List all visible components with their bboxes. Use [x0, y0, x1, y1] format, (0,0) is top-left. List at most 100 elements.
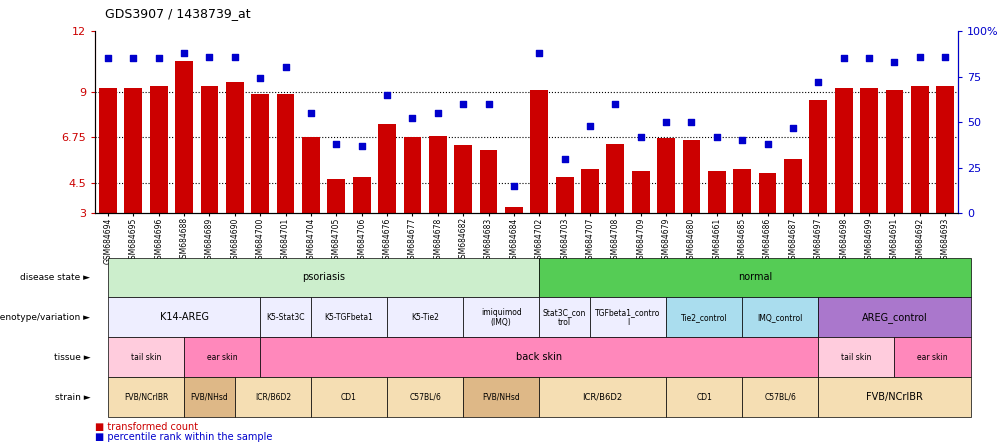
- Text: K5-Tie2: K5-Tie2: [411, 313, 439, 322]
- Bar: [175, 61, 192, 213]
- Text: tissue ►: tissue ►: [53, 353, 90, 362]
- Text: genotype/variation ►: genotype/variation ►: [0, 313, 90, 322]
- Bar: [758, 173, 776, 213]
- Text: Stat3C_con
trol: Stat3C_con trol: [542, 308, 586, 327]
- Point: [328, 140, 344, 147]
- Text: disease state ►: disease state ►: [20, 273, 90, 282]
- Bar: [555, 177, 573, 213]
- Bar: [302, 137, 320, 213]
- Bar: [327, 179, 345, 213]
- Text: CD1: CD1: [341, 393, 357, 402]
- Point: [682, 119, 698, 126]
- Bar: [403, 137, 421, 213]
- Text: ■ transformed count: ■ transformed count: [95, 422, 198, 432]
- Bar: [580, 169, 598, 213]
- Bar: [99, 88, 117, 213]
- Bar: [429, 136, 446, 213]
- Point: [303, 110, 319, 117]
- Bar: [682, 140, 699, 213]
- Bar: [200, 86, 218, 213]
- Bar: [707, 170, 725, 213]
- Bar: [505, 207, 522, 213]
- Text: normal: normal: [737, 273, 772, 282]
- Bar: [277, 94, 295, 213]
- Text: TGFbeta1_contro
l: TGFbeta1_contro l: [595, 308, 660, 327]
- Bar: [149, 86, 167, 213]
- Point: [632, 133, 648, 140]
- Point: [176, 49, 192, 56]
- Point: [785, 124, 801, 131]
- Text: ear skin: ear skin: [916, 353, 947, 362]
- Point: [429, 110, 445, 117]
- Point: [886, 59, 902, 66]
- Point: [581, 122, 597, 129]
- Text: imiquimod
(IMQ): imiquimod (IMQ): [480, 308, 521, 327]
- Point: [125, 55, 141, 62]
- Point: [480, 100, 496, 107]
- Text: tail skin: tail skin: [130, 353, 161, 362]
- Bar: [631, 170, 649, 213]
- Bar: [834, 88, 852, 213]
- Bar: [454, 145, 472, 213]
- Point: [607, 100, 623, 107]
- Text: AREG_control: AREG_control: [861, 312, 927, 323]
- Point: [835, 55, 851, 62]
- Text: strain ►: strain ►: [54, 393, 90, 402]
- Point: [733, 137, 749, 144]
- Text: psoriasis: psoriasis: [302, 273, 345, 282]
- Text: ICR/B6D2: ICR/B6D2: [582, 393, 622, 402]
- Point: [379, 91, 395, 99]
- Text: ICR/B6D2: ICR/B6D2: [255, 393, 291, 402]
- Text: back skin: back skin: [516, 353, 562, 362]
- Point: [708, 133, 724, 140]
- Point: [911, 53, 927, 60]
- Point: [100, 55, 116, 62]
- Text: tail skin: tail skin: [841, 353, 871, 362]
- Point: [252, 75, 268, 82]
- Bar: [479, 151, 497, 213]
- Text: FVB/NCrIBR: FVB/NCrIBR: [123, 393, 168, 402]
- Point: [860, 55, 876, 62]
- Bar: [656, 138, 674, 213]
- Point: [150, 55, 166, 62]
- Text: ear skin: ear skin: [206, 353, 237, 362]
- Bar: [606, 144, 623, 213]
- Bar: [936, 86, 953, 213]
- Text: ■ percentile rank within the sample: ■ percentile rank within the sample: [95, 432, 273, 442]
- Text: GDS3907 / 1438739_at: GDS3907 / 1438739_at: [105, 7, 250, 20]
- Text: K5-Stat3C: K5-Stat3C: [267, 313, 305, 322]
- Text: K14-AREG: K14-AREG: [159, 313, 208, 322]
- Text: CD1: CD1: [695, 393, 711, 402]
- Bar: [378, 124, 396, 213]
- Point: [505, 182, 521, 190]
- Bar: [860, 88, 877, 213]
- Point: [354, 142, 370, 149]
- Point: [657, 119, 673, 126]
- Point: [531, 49, 547, 56]
- Point: [810, 79, 826, 86]
- Point: [936, 53, 952, 60]
- Bar: [124, 88, 142, 213]
- Point: [759, 140, 775, 147]
- Bar: [353, 177, 370, 213]
- Point: [455, 100, 471, 107]
- Text: IMQ_control: IMQ_control: [757, 313, 803, 322]
- Bar: [784, 159, 801, 213]
- Text: Tie2_control: Tie2_control: [680, 313, 726, 322]
- Point: [278, 64, 294, 71]
- Point: [201, 53, 217, 60]
- Bar: [252, 94, 269, 213]
- Bar: [910, 86, 928, 213]
- Text: C57BL/6: C57BL/6: [764, 393, 796, 402]
- Text: FVB/NHsd: FVB/NHsd: [190, 393, 228, 402]
- Bar: [885, 90, 903, 213]
- Bar: [225, 82, 243, 213]
- Text: C57BL/6: C57BL/6: [409, 393, 441, 402]
- Text: FVB/NCrIBR: FVB/NCrIBR: [865, 392, 922, 402]
- Bar: [732, 169, 750, 213]
- Point: [226, 53, 242, 60]
- Point: [556, 155, 572, 162]
- Text: FVB/NHsd: FVB/NHsd: [482, 393, 520, 402]
- Bar: [809, 100, 827, 213]
- Text: K5-TGFbeta1: K5-TGFbeta1: [325, 313, 373, 322]
